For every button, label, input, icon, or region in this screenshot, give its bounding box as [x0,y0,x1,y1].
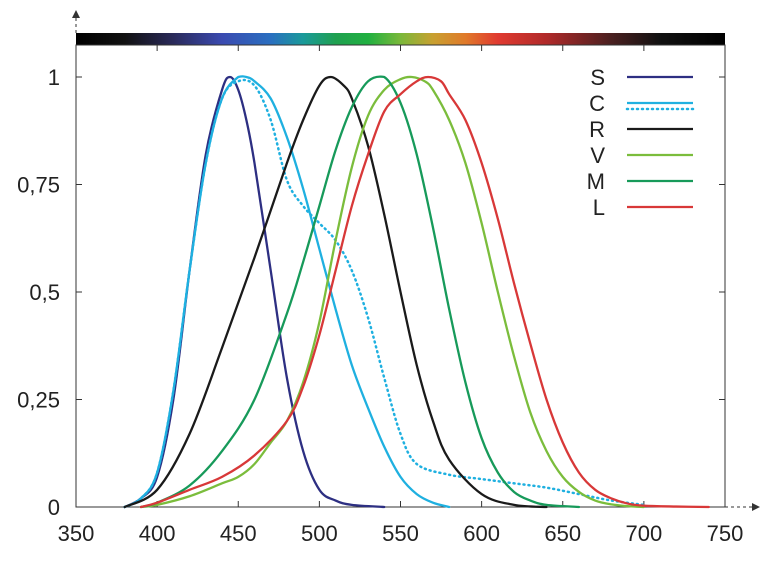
legend-label-r: R [589,117,605,142]
x-tick-label: 600 [463,521,500,546]
legend-label-m: M [587,169,605,194]
series-line-m [139,75,581,509]
axis-arrows [72,10,760,511]
series-line-s [123,75,386,509]
x-tick-label: 500 [301,521,338,546]
series-line-v [139,75,646,509]
x-tick-label: 550 [382,521,419,546]
y-tick-label: 0 [48,495,60,520]
spectrum-bar [76,33,725,45]
y-tick-label: 0,75 [17,173,60,198]
legend-label-c: C [589,91,605,116]
x-tick-label: 450 [220,521,257,546]
plot-frame [75,44,726,508]
series-line-l [139,75,710,509]
x-tick-label: 700 [626,521,663,546]
x-tick-label: 400 [139,521,176,546]
x-tick-label: 650 [544,521,581,546]
y-tick-label: 0,5 [29,280,60,305]
plot-border [75,44,726,508]
legend-label-s: S [590,65,605,90]
legend-label-v: V [590,143,605,168]
x-tick-label: 750 [707,521,744,546]
x-tick-label: 350 [58,521,95,546]
series-line-c-dotted [123,78,646,509]
series-layer [123,75,710,509]
y-axis-arrow [72,10,80,18]
axis-ticks: 350 400 450 500 550 600 650 700 750 0 0,25 0,5 0,75 1 [17,45,743,546]
x-axis-arrow [752,503,760,511]
y-tick-label: 0,25 [17,388,60,413]
series-line-c [123,75,451,509]
legend-label-l: L [593,195,605,220]
y-tick-label: 1 [48,65,60,90]
series-line-r [123,75,548,509]
